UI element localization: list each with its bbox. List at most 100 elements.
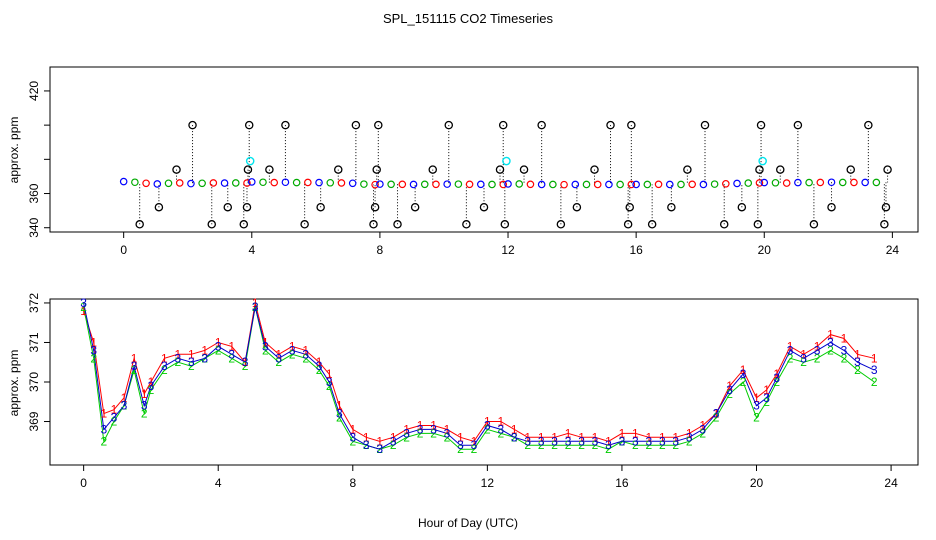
series-marker-1: 1: [275, 347, 282, 361]
series-marker-3: 3: [753, 399, 760, 413]
series-marker-1: 1: [188, 347, 195, 361]
series-marker-3: 3: [228, 347, 235, 361]
spike-point: [864, 120, 873, 130]
series-marker-3: 3: [871, 363, 878, 377]
baseline-point: [371, 180, 379, 189]
series-marker-3: 3: [578, 434, 585, 448]
series-marker-1: 1: [659, 430, 666, 444]
series-marker-3: 3: [444, 426, 451, 440]
series-marker-3: 3: [726, 383, 733, 397]
series-marker-3: 3: [262, 339, 269, 353]
baseline-point: [504, 180, 512, 188]
baseline-point: [744, 179, 753, 187]
series-marker-3: 3: [349, 430, 356, 444]
series-marker-2: 2: [302, 351, 309, 365]
baseline-point: [665, 180, 674, 189]
series-marker-3: 3: [403, 426, 410, 440]
baseline-point: [526, 180, 535, 189]
series-marker-1: 1: [740, 363, 747, 377]
spike-point: [300, 220, 309, 229]
spike-point: [625, 202, 634, 212]
spike-point: [462, 220, 471, 229]
series-marker-3: 3: [800, 351, 807, 365]
spike-point: [265, 165, 274, 174]
baseline-point: [175, 179, 184, 187]
series-marker-3: 3: [289, 343, 296, 357]
series-marker-3: 3: [605, 438, 612, 452]
series-marker-1: 1: [252, 296, 259, 310]
baseline-point: [571, 180, 580, 189]
flagged-point: [245, 156, 255, 166]
series-marker-1: 1: [484, 415, 491, 429]
spike-point: [683, 165, 692, 174]
spike-point: [846, 165, 855, 174]
top-x-tick-label: 24: [886, 243, 900, 257]
baseline-point: [699, 180, 708, 189]
series-marker-1: 1: [111, 403, 118, 417]
spike-point: [537, 120, 546, 130]
bottom-y-axis-title: approx. ppm: [7, 350, 21, 417]
baseline-point: [187, 179, 195, 188]
series-marker-2: 2: [336, 411, 343, 425]
series-marker-1: 1: [289, 339, 296, 353]
top-y-tick-label: 420: [27, 81, 41, 101]
series-marker-1: 1: [457, 430, 464, 444]
series-marker-2: 2: [565, 438, 572, 452]
top-x-tick-label: 8: [377, 243, 384, 257]
series-marker-1: 1: [161, 351, 168, 365]
series-marker-1: 1: [551, 430, 558, 444]
baseline-point: [432, 180, 440, 189]
baseline-point: [465, 180, 474, 189]
series-marker-2: 2: [814, 351, 821, 365]
series-marker-1: 1: [201, 343, 208, 357]
spike-point: [719, 220, 729, 229]
series-marker-2: 2: [787, 351, 794, 365]
spike-point: [737, 202, 747, 212]
top-x-tick-label: 16: [629, 243, 643, 257]
series-marker-1: 1: [444, 422, 451, 436]
series-marker-1: 1: [787, 339, 794, 353]
series-marker-2: 2: [417, 426, 424, 440]
series-marker-1: 1: [228, 339, 235, 353]
series-marker-3: 3: [511, 430, 518, 444]
baseline-point: [560, 180, 568, 189]
baseline-point: [315, 178, 323, 187]
bottom-y-tick-label: 370: [27, 372, 41, 392]
bottom-y-tick-label: 371: [27, 332, 41, 352]
series-marker-2: 2: [592, 438, 599, 452]
series-marker-1: 1: [538, 430, 545, 444]
spike-point: [627, 120, 636, 130]
spike-point: [793, 120, 803, 130]
series-marker-3: 3: [763, 391, 770, 405]
series-marker-1: 1: [524, 430, 531, 444]
spike-point: [623, 220, 633, 229]
series-marker-3: 3: [484, 418, 491, 432]
series-marker-3: 3: [430, 422, 437, 436]
series-marker-1: 1: [800, 347, 807, 361]
series-marker-3: 3: [827, 335, 834, 349]
series-marker-2: 2: [484, 422, 491, 436]
series-marker-1: 1: [262, 335, 269, 349]
series-marker-1: 1: [417, 418, 424, 432]
series-marker-2: 2: [121, 399, 128, 413]
series-marker-3: 3: [131, 359, 138, 373]
series-marker-3: 3: [497, 422, 504, 436]
series-marker-3: 3: [175, 351, 182, 365]
baseline-point: [805, 178, 813, 187]
series-marker-1: 1: [326, 367, 333, 381]
spike-point: [606, 120, 615, 130]
baseline-point: [409, 180, 418, 189]
spike-point: [316, 202, 325, 212]
top-panel: 0 4 8 12 16 20 24 340 360 420 approx. ppm: [7, 66, 919, 257]
spike-point: [281, 120, 290, 130]
series-marker-2: 2: [131, 363, 138, 377]
baseline-point: [348, 179, 357, 188]
series-marker-3: 3: [619, 434, 626, 448]
baseline-point: [360, 180, 368, 188]
spike-point: [753, 220, 763, 229]
series-marker-2: 2: [497, 426, 504, 440]
series-marker-3: 3: [275, 351, 282, 365]
series-marker-1: 1: [726, 379, 733, 393]
series-marker-1: 1: [100, 407, 107, 421]
series-marker-3: 3: [471, 438, 478, 452]
